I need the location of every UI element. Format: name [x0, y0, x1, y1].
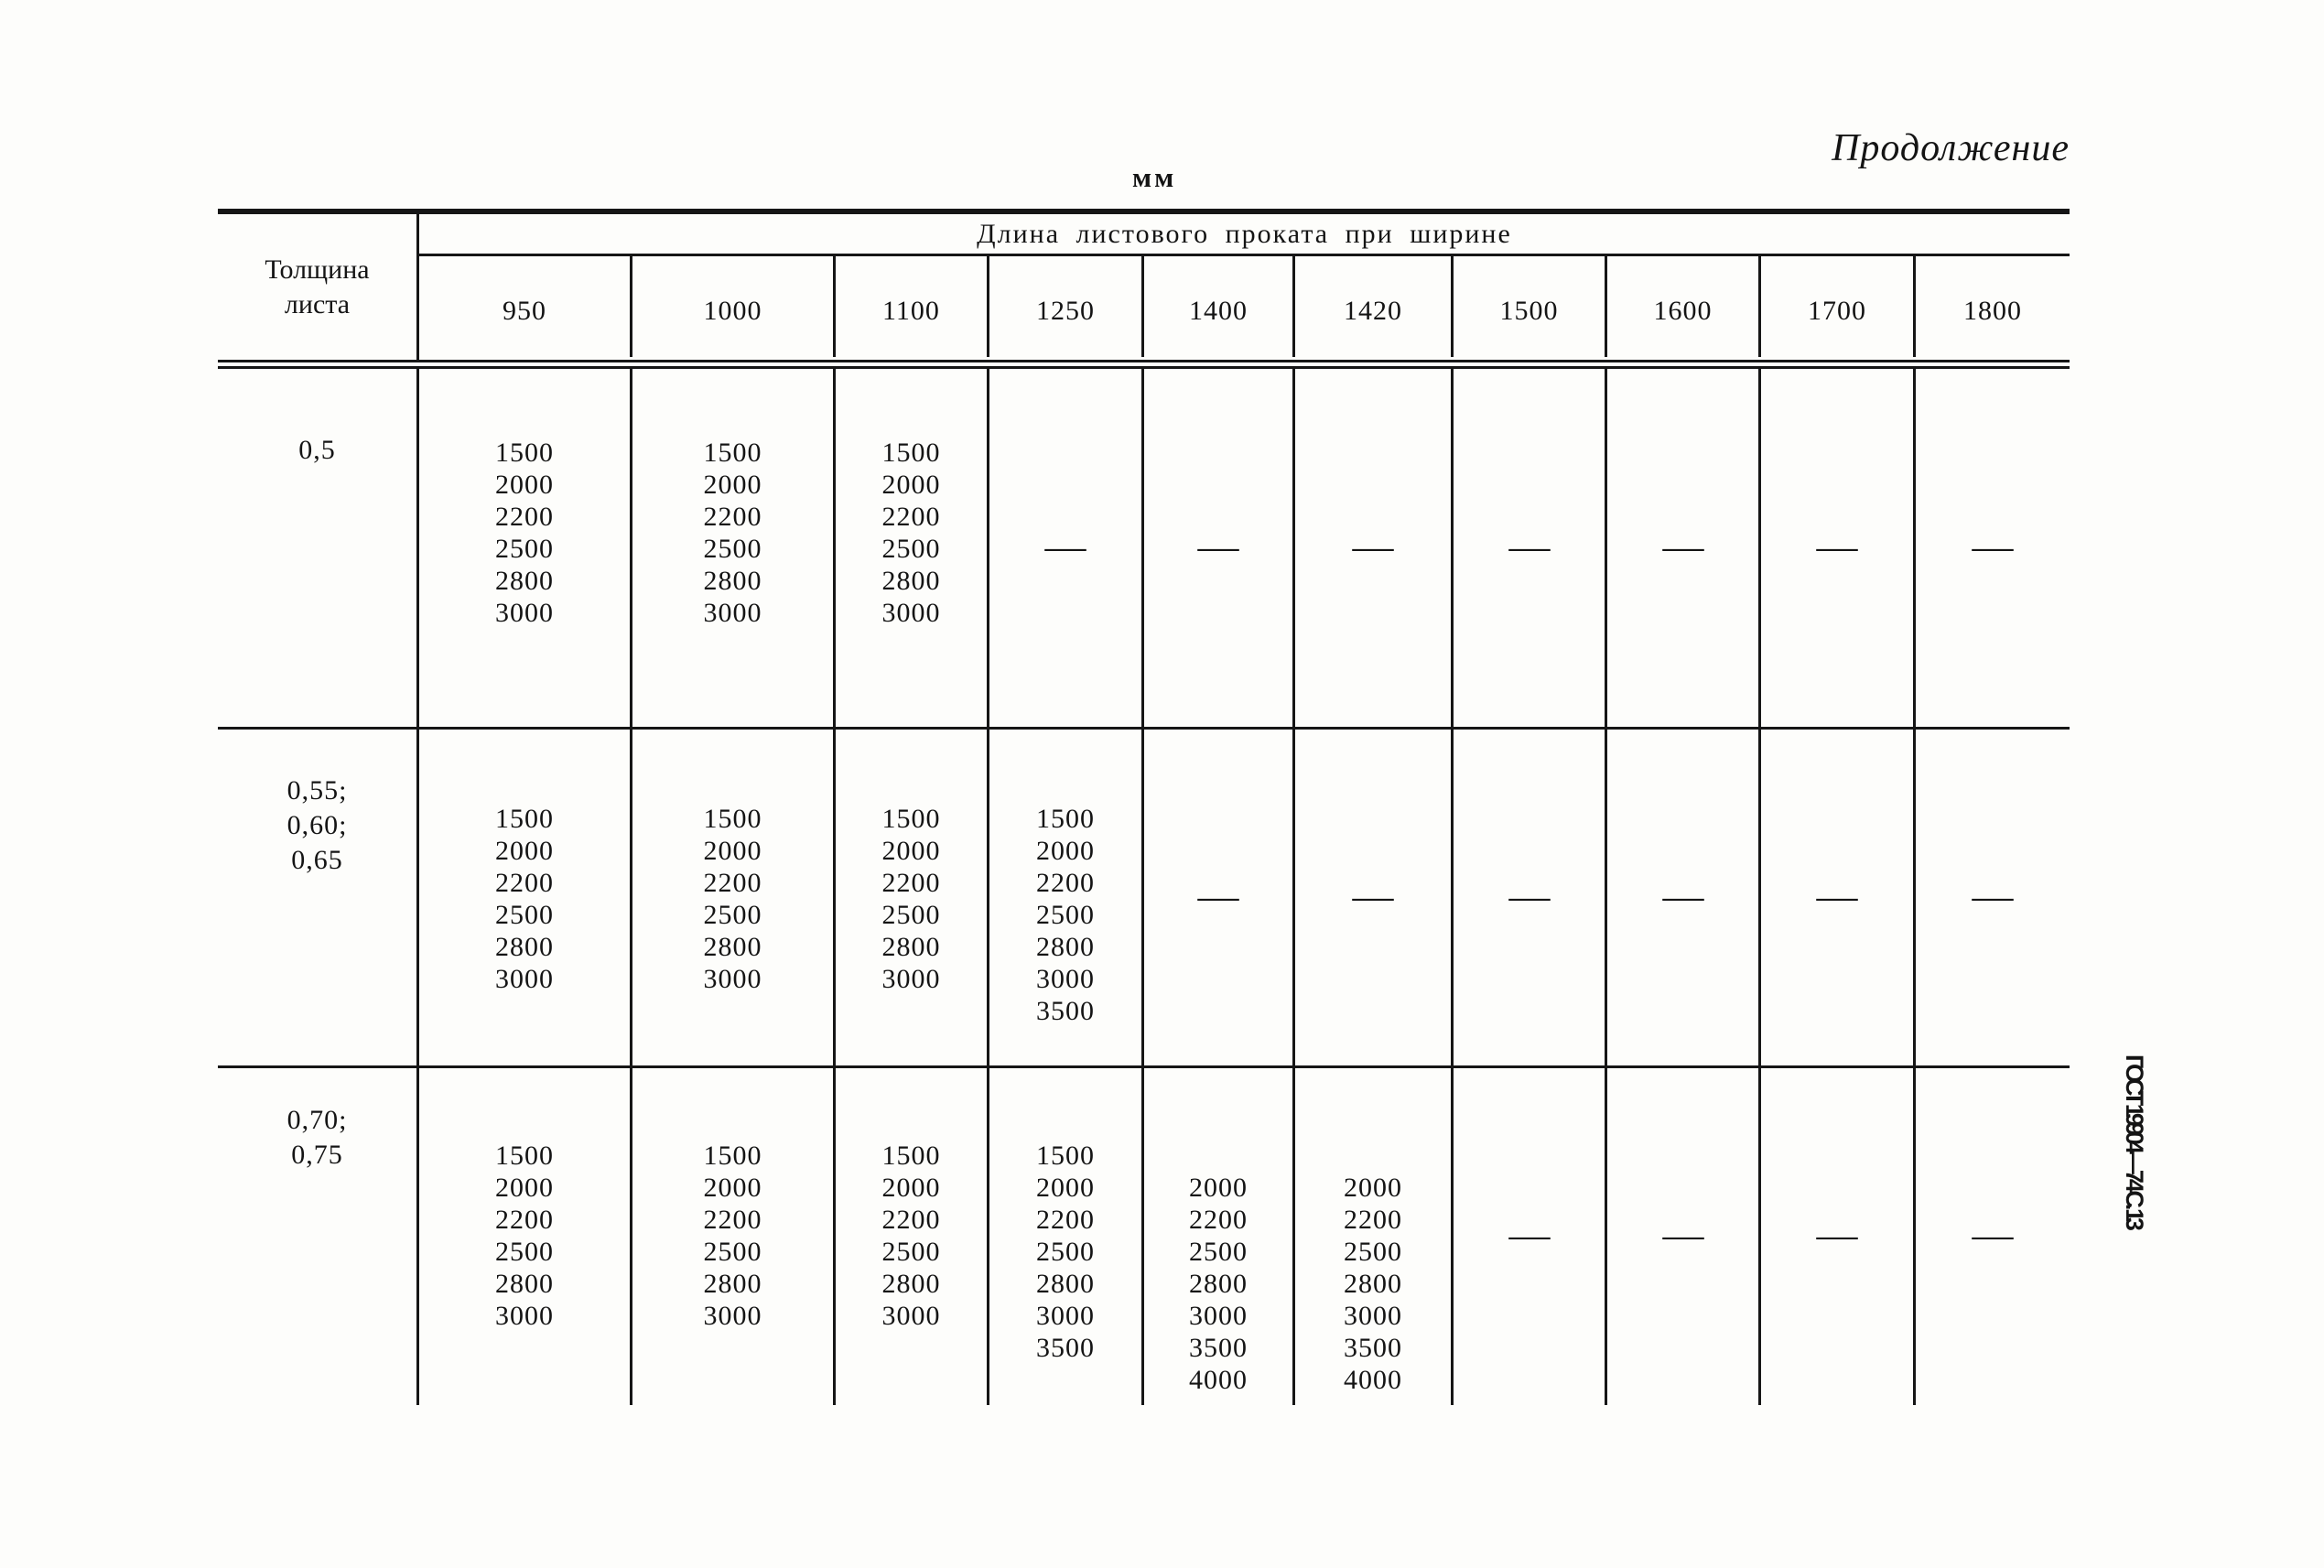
- width-header-row: 950 1000 1100 1250 1400 1420 1500 1600 1700 1800: [419, 256, 2070, 357]
- width-column-header: 950: [419, 256, 632, 357]
- table-body: 0,5 1500 2000 2200 2500 2800 3000 1500 200…: [218, 369, 2070, 1405]
- values-cell: 1500 2000 2200 2500 2800 3000: [632, 730, 836, 1065]
- dash-cell: —: [1295, 369, 1454, 727]
- values-cell: 1500 2000 2200 2500 2800 3000: [419, 369, 632, 727]
- dash-cell: —: [1972, 1221, 2014, 1251]
- units-label: мм: [1132, 161, 1177, 193]
- table-header: Толщина листа Длина листового проката пр…: [218, 214, 2070, 360]
- values-cell: 1500 2000 2200 2500 2800 3000: [836, 730, 989, 1065]
- values-cell: 1500 2000 2200 2500 2800 3000: [836, 369, 989, 727]
- dash-cell: —: [1607, 1068, 1761, 1405]
- dash-cell: —: [989, 369, 1144, 727]
- values-cell: 1500 2000 2200 2500 2800 3000 3500: [989, 730, 1144, 1065]
- length-header-group: Длина листового проката при ширине 950 10…: [419, 214, 2070, 360]
- values-cell: 1500 2000 2200 2500 2800 3000: [632, 1068, 836, 1405]
- width-column-header: 1420: [1295, 256, 1454, 357]
- thickness-column-header: Толщина листа: [218, 214, 419, 360]
- width-column-header: 1400: [1144, 256, 1295, 357]
- width-column-header: 1250: [989, 256, 1144, 357]
- dash-cell: —: [1144, 730, 1295, 1065]
- width-column-header: 1000: [632, 256, 836, 357]
- dash-cell: —: [1295, 730, 1454, 1065]
- dash-cell: —: [1454, 1068, 1607, 1405]
- dash-cell: —: [1607, 730, 1761, 1065]
- dash-cell: —: [1144, 369, 1295, 727]
- table-row: 0,70; 0,75 1500 2000 2200 2500 2800 3000 1…: [218, 1068, 2070, 1405]
- header-separator-rule: [218, 360, 2070, 369]
- values-cell: 2000 2200 2500 2800 3000 3500 4000: [1295, 1068, 1454, 1405]
- width-column-header: 1100: [836, 256, 989, 357]
- dash-cell: —: [1972, 881, 2014, 913]
- continuation-label: Продолжение: [1832, 127, 2070, 169]
- values-cell: 1500 2000 2200 2500 2800 3000: [419, 1068, 632, 1405]
- width-column-header: 1500: [1454, 256, 1607, 357]
- dash-cell: —: [1761, 369, 1916, 727]
- dash-cell: —: [1761, 730, 1916, 1065]
- width-column-header: 1600: [1607, 256, 1761, 357]
- thickness-cell: 0,5: [218, 369, 419, 727]
- values-cell: 1500 2000 2200 2500 2800 3000: [419, 730, 632, 1065]
- table-row: 0,55; 0,60; 0,65 1500 2000 2200 2500 2800…: [218, 730, 2070, 1068]
- thickness-cell: 0,70; 0,75: [218, 1068, 419, 1405]
- dash-cell: —: [1972, 532, 2014, 563]
- values-cell: 1500 2000 2200 2500 2800 3000: [836, 1068, 989, 1405]
- values-cell: 2000 2200 2500 2800 3000 3500 4000: [1144, 1068, 1295, 1405]
- sheet-length-table: Толщина листа Длина листового проката пр…: [218, 209, 2070, 1405]
- thickness-cell: 0,55; 0,60; 0,65: [218, 730, 419, 1065]
- table-row: 0,5 1500 2000 2200 2500 2800 3000 1500 200…: [218, 369, 2070, 730]
- width-column-header: 1700: [1761, 256, 1916, 357]
- dash-cell: —: [1761, 1068, 1916, 1405]
- span-header: Длина листового проката при ширине: [419, 214, 2070, 256]
- dash-cell: —: [1607, 369, 1761, 727]
- gost-footer: ГОСТ 19904—74 С. 13: [2121, 1054, 2148, 1227]
- dash-cell: —: [1454, 730, 1607, 1065]
- values-cell: 1500 2000 2200 2500 2800 3000 3500: [989, 1068, 1144, 1405]
- width-column-header: 1800: [1963, 296, 2022, 326]
- dash-cell: —: [1454, 369, 1607, 727]
- values-cell: 1500 2000 2200 2500 2800 3000: [632, 369, 836, 727]
